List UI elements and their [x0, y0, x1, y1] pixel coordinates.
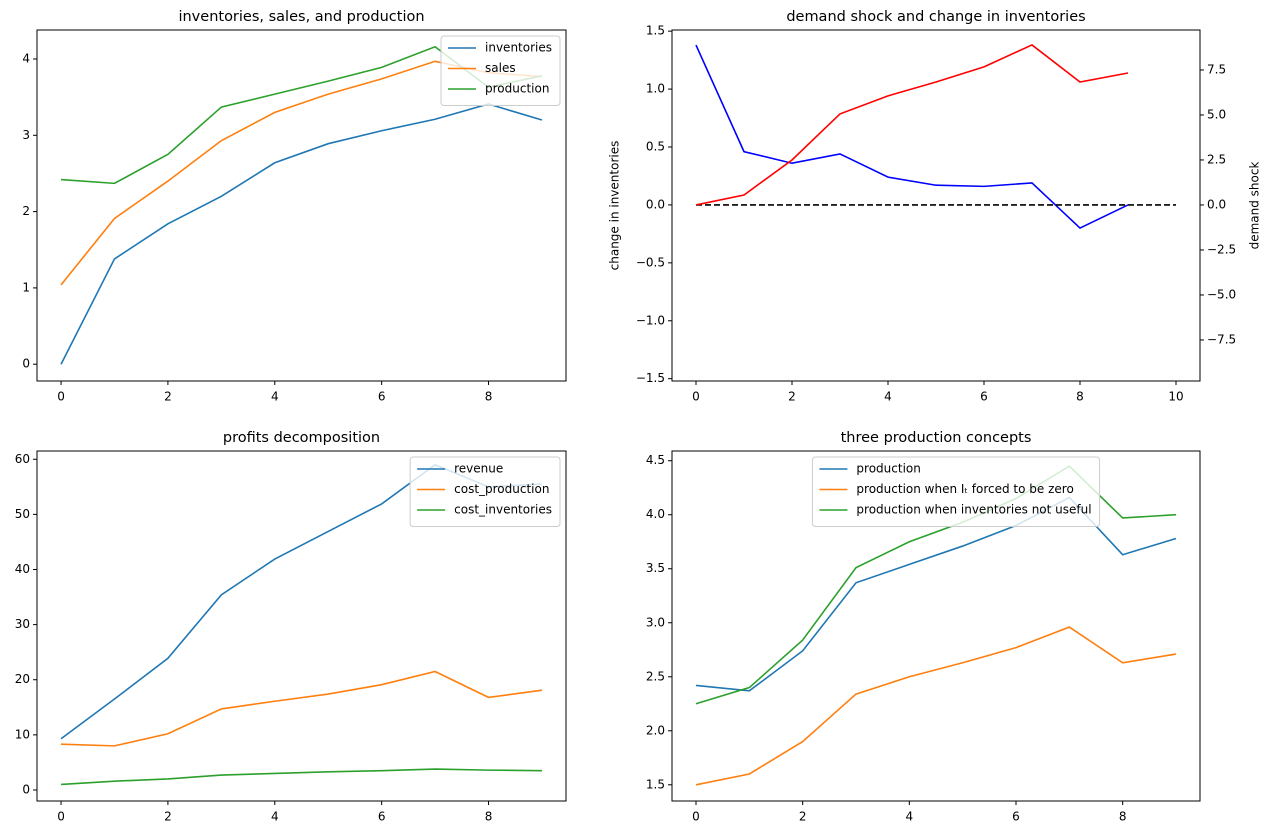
y-tick-label: 20: [15, 672, 30, 686]
legend: inventories sales production: [440, 35, 561, 106]
y-tick-label: 0: [22, 357, 30, 371]
x-tick-label: 0: [57, 390, 65, 404]
legend: revenue cost_production cost_inventories: [409, 456, 561, 527]
legend-label: sales: [485, 61, 516, 75]
legend-label: revenue: [454, 462, 503, 476]
x-tick-label: 4: [271, 390, 279, 404]
y-axis-label: change in inventories: [608, 141, 622, 271]
chart-title: profits decomposition: [223, 430, 380, 446]
x-tick-label: 6: [378, 390, 386, 404]
legend-label: inventories: [485, 41, 552, 55]
legend-box: [811, 456, 1101, 527]
y2-tick-label: −5.0: [1207, 287, 1236, 301]
chart-title: demand shock and change in inventories: [786, 9, 1085, 25]
x-tick-label: 4: [271, 810, 279, 824]
y2-axis-label: demand shock: [1248, 162, 1262, 250]
x-tick-label: 2: [164, 810, 172, 824]
x-tick-label: 6: [378, 810, 386, 824]
legend: production production when Iₜ forced to b…: [811, 456, 1101, 527]
y-tick-label: 4: [22, 51, 30, 65]
y2-tick-label: 2.5: [1207, 152, 1226, 166]
legend-label: cost_production: [454, 482, 549, 496]
y-tick-label: 0.0: [646, 197, 665, 211]
y-tick-label: 40: [15, 562, 30, 576]
axes-frame: [671, 450, 1201, 802]
y-tick-label: 1.5: [646, 777, 665, 791]
x-tick-label: 4: [884, 390, 892, 404]
series-line: [695, 44, 1129, 206]
y2-tick-label: −7.5: [1207, 332, 1236, 346]
x-tick-label: 2: [799, 810, 807, 824]
legend-label: cost_inventories: [454, 503, 552, 517]
chart-title: inventories, sales, and production: [178, 9, 424, 25]
axes-frame: [36, 29, 567, 382]
x-tick-label: 10: [1168, 390, 1183, 404]
x-tick-label: 6: [1012, 810, 1020, 824]
x-tick-label: 0: [692, 810, 700, 824]
y-tick-label: 2.5: [646, 669, 665, 683]
legend-label: production: [856, 462, 920, 476]
series-line: [61, 670, 543, 747]
x-tick-label: 0: [692, 390, 700, 404]
x-tick-label: 8: [485, 390, 493, 404]
y-tick-label: 60: [15, 452, 30, 466]
y-tick-label: 0.5: [646, 140, 665, 154]
legend-label: production: [485, 82, 549, 96]
y-tick-label: 3: [22, 128, 30, 142]
x-tick-label: 6: [980, 390, 988, 404]
y-tick-label: 10: [15, 727, 30, 741]
y-tick-label: 50: [15, 507, 30, 521]
y-tick-label: 2: [22, 204, 30, 218]
x-tick-label: 8: [1076, 390, 1084, 404]
y-tick-label: 4.5: [646, 453, 665, 467]
chart-title: three production concepts: [841, 430, 1032, 446]
y-tick-label: 30: [15, 617, 30, 631]
legend-label: production when Iₜ forced to be zero: [856, 482, 1073, 496]
y2-tick-label: 0.0: [1207, 197, 1226, 211]
y2-tick-label: 5.0: [1207, 107, 1226, 121]
plot-area: [695, 44, 1176, 230]
y-tick-label: 2.0: [646, 723, 665, 737]
y2-tick-label: 7.5: [1207, 62, 1226, 76]
legend-box: [409, 456, 561, 527]
y2-tick-label: −2.5: [1207, 242, 1236, 256]
x-tick-label: 8: [485, 810, 493, 824]
y-tick-label: −1.5: [636, 371, 665, 385]
x-tick-label: 2: [788, 390, 796, 404]
x-tick-label: 0: [57, 810, 65, 824]
y-tick-label: −1.0: [636, 313, 665, 327]
legend-box: [440, 35, 561, 106]
axes-frame: [36, 450, 567, 802]
series-line: [60, 103, 543, 365]
y-tick-label: 3.5: [646, 561, 665, 575]
series-line: [695, 626, 1177, 786]
x-tick-label: 4: [906, 810, 914, 824]
x-tick-label: 8: [1119, 810, 1127, 824]
y-tick-label: 4.0: [646, 507, 665, 521]
y-tick-label: 3.0: [646, 615, 665, 629]
y-tick-label: 1: [22, 280, 30, 294]
y-tick-label: −0.5: [636, 255, 665, 269]
y-tick-label: 1.0: [646, 82, 665, 96]
axes-frame: [671, 29, 1201, 382]
y-tick-label: 1.5: [646, 24, 665, 38]
y-tick-label: 0: [22, 782, 30, 796]
series-line: [60, 768, 542, 786]
legend-label: production when inventories not useful: [856, 503, 1091, 517]
x-tick-label: 2: [164, 390, 172, 404]
